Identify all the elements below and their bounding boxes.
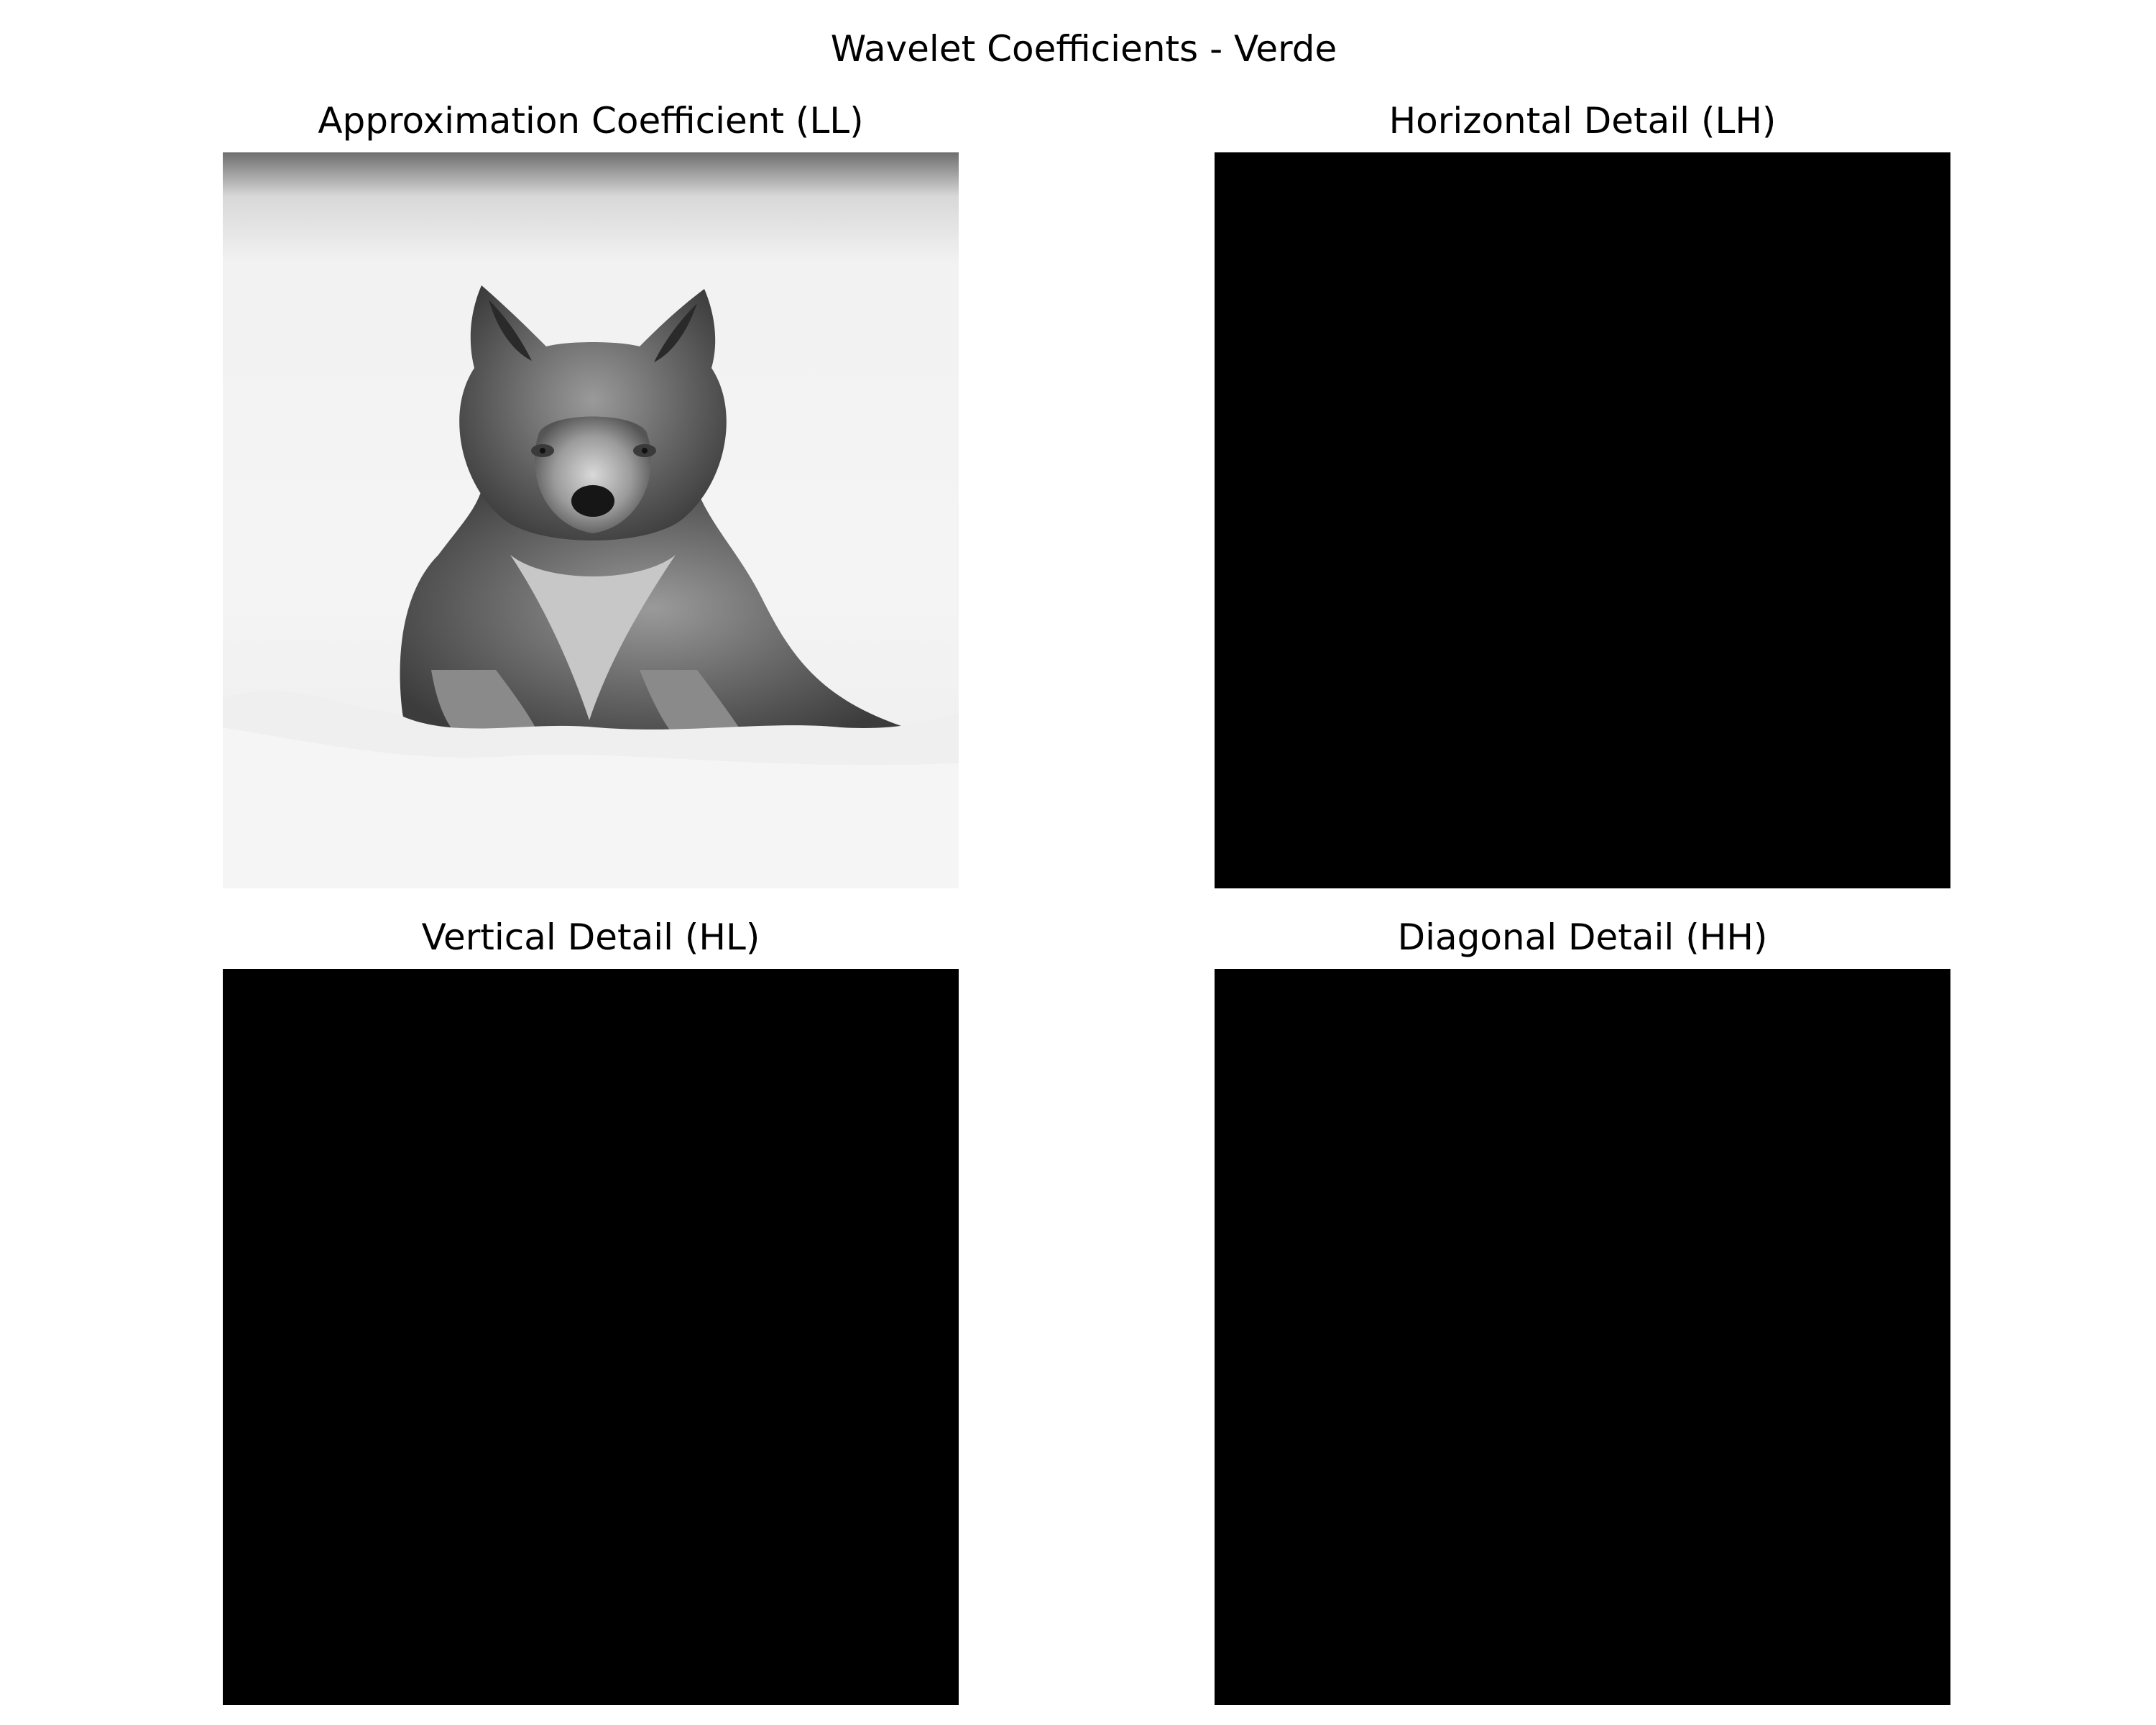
hh-diagonal-detail-image: [1215, 969, 1950, 1705]
lh-horizontal-detail-image: [1215, 152, 1950, 888]
wolf-in-snow-image: [223, 152, 959, 888]
hl-panel-title: Vertical Detail (HL): [421, 916, 760, 958]
ll-approximation-image: [223, 152, 959, 888]
figure-title: Wavelet Coefficients - Verde: [830, 28, 1337, 70]
hl-vertical-detail-image: [223, 969, 959, 1705]
hh-panel-title: Diagonal Detail (HH): [1397, 916, 1768, 958]
ll-panel-title: Approximation Coefficient (LL): [318, 100, 864, 142]
lh-panel-title: Horizontal Detail (LH): [1388, 100, 1777, 142]
